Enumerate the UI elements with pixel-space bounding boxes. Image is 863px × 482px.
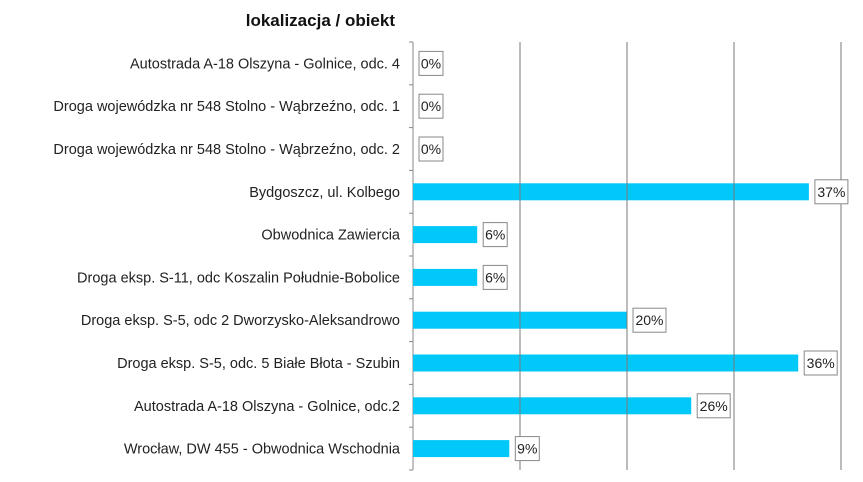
- data-label: 0%: [418, 93, 444, 119]
- data-label-text: 36%: [807, 355, 835, 371]
- data-label-text: 0%: [421, 55, 441, 71]
- data-label: 6%: [482, 264, 508, 290]
- data-label-text: 0%: [421, 141, 441, 157]
- data-label-text: 20%: [635, 312, 663, 328]
- data-label-box: [632, 307, 667, 333]
- data-label: 20%: [632, 307, 667, 333]
- category-label: Autostrada A-18 Olszyna - Golnice, odc.2: [134, 399, 400, 415]
- data-label: 0%: [418, 136, 444, 162]
- category-label: Autostrada A-18 Olszyna - Golnice, odc. …: [130, 56, 400, 72]
- category-label: Wrocław, DW 455 - Obwodnica Wschodnia: [124, 442, 401, 458]
- data-label: 6%: [482, 222, 508, 248]
- data-label-box: [814, 179, 849, 205]
- bar: [413, 440, 510, 458]
- category-label: Bydgoszcz, ul. Kolbego: [249, 185, 400, 201]
- category-label: Droga eksp. S-5, odc. 5 Białe Błota - Sz…: [117, 356, 400, 372]
- bar: [413, 226, 478, 244]
- bar: [413, 354, 799, 372]
- category-label: Obwodnica Zawiercia: [261, 228, 401, 244]
- data-label-box: [514, 436, 540, 462]
- bar: [413, 268, 478, 286]
- category-label: Droga wojewódzka nr 548 Stolno - Wąbrzeź…: [53, 142, 400, 158]
- data-label-box: [482, 222, 508, 248]
- chart-title: lokalizacja / obiekt: [246, 11, 396, 30]
- category-label: Droga wojewódzka nr 548 Stolno - Wąbrzeź…: [53, 99, 400, 115]
- data-label: 9%: [514, 436, 540, 462]
- category-label: Droga eksp. S-11, odc Koszalin Południe-…: [77, 270, 400, 286]
- data-label: 37%: [814, 179, 849, 205]
- data-label-box: [482, 264, 508, 290]
- data-label: 0%: [418, 50, 444, 76]
- category-label: Droga eksp. S-5, odc 2 Dworzysko-Aleksan…: [81, 313, 400, 329]
- data-label: 36%: [803, 350, 838, 376]
- data-label-box: [418, 50, 444, 76]
- bar: [413, 183, 809, 201]
- data-label-text: 6%: [485, 269, 505, 285]
- data-label-text: 26%: [700, 398, 728, 414]
- data-label-box: [418, 136, 444, 162]
- bar: [413, 397, 692, 415]
- data-label-text: 6%: [485, 227, 505, 243]
- data-label: 26%: [696, 393, 731, 419]
- data-label-text: 0%: [421, 98, 441, 114]
- data-label-text: 9%: [517, 441, 537, 457]
- data-label-text: 37%: [817, 184, 845, 200]
- data-label-box: [418, 93, 444, 119]
- data-label-box: [696, 393, 731, 419]
- data-label-box: [803, 350, 838, 376]
